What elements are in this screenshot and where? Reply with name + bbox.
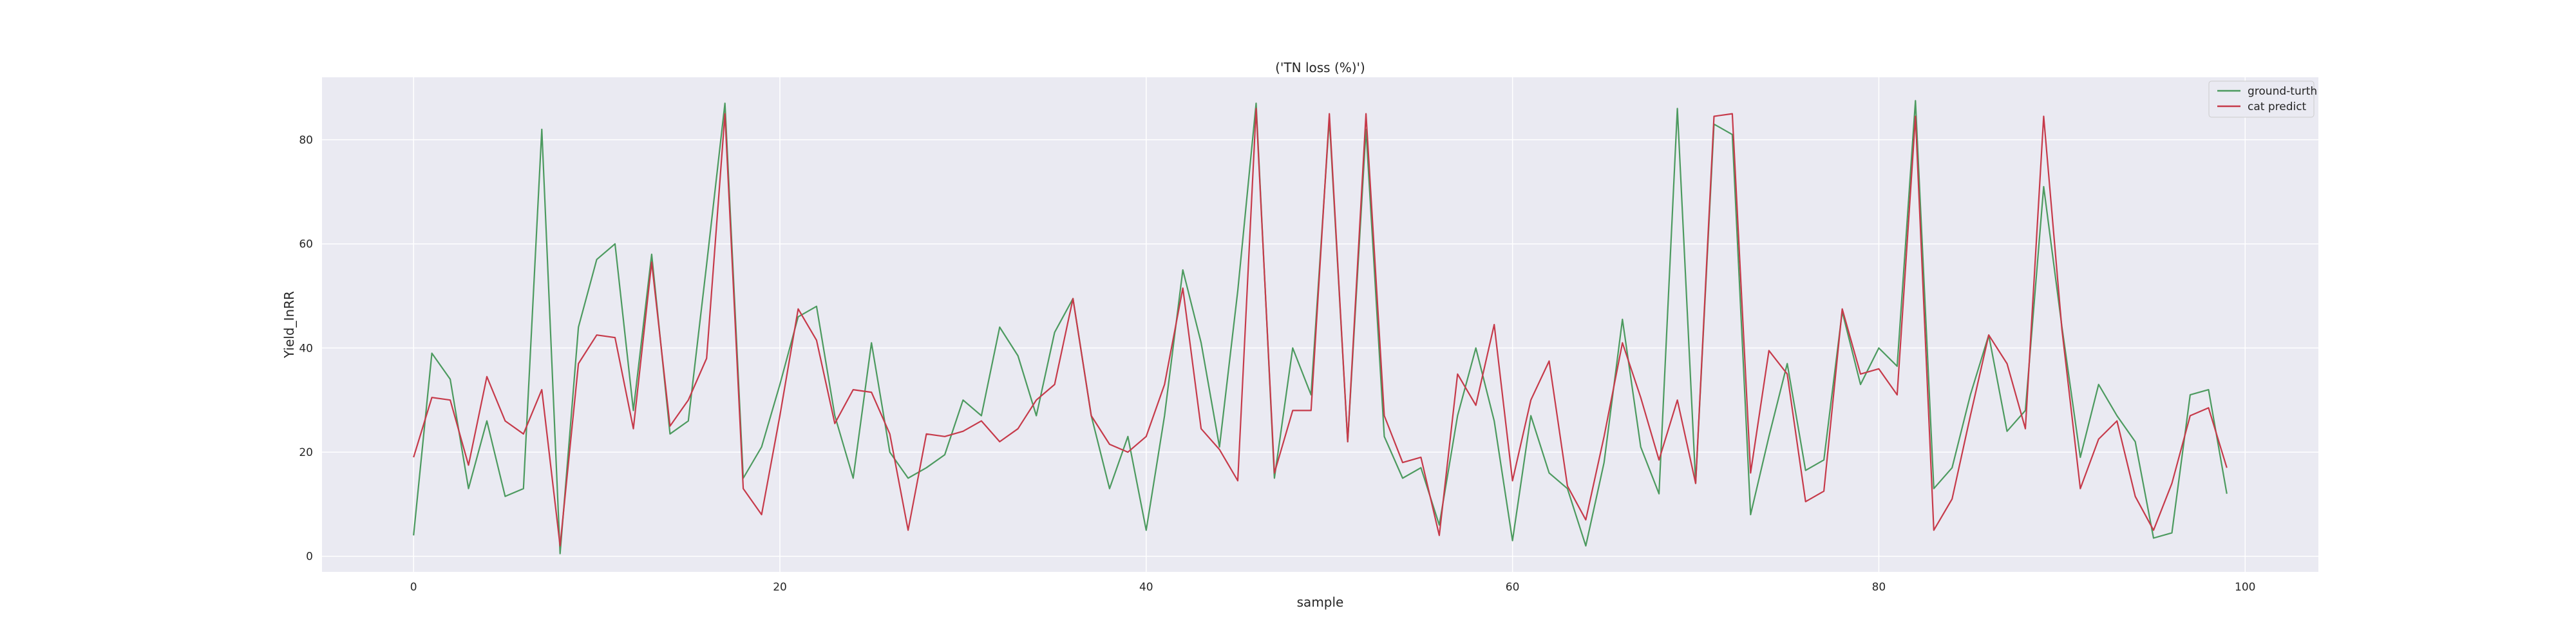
x-tick-label: 80 <box>1872 581 1886 594</box>
y-tick-label: 60 <box>299 238 313 251</box>
legend-label-cat-predict: cat predict <box>2248 100 2307 113</box>
y-tick-label: 40 <box>299 342 313 355</box>
y-tick-label: 20 <box>299 446 313 459</box>
x-tick-label: 60 <box>1506 581 1520 594</box>
plot-area <box>322 77 2318 572</box>
y-tick-label: 80 <box>299 134 313 147</box>
x-tick-label: 20 <box>773 581 787 594</box>
x-tick-label: 0 <box>410 581 417 594</box>
series-lines <box>413 100 2228 554</box>
series-line-cat-predict <box>413 108 2228 547</box>
x-tick-label: 100 <box>2235 581 2255 594</box>
y-tick-label: 0 <box>306 551 313 564</box>
legend-label-ground-turth: ground-turth <box>2248 85 2317 98</box>
x-gridlines <box>413 77 2246 572</box>
x-tick-label: 40 <box>1139 581 1153 594</box>
x-tick-labels: 0 20 40 60 80 100 <box>410 581 2256 594</box>
legend: ground-turth cat predict <box>2208 80 2317 118</box>
chart-title: ('TN loss (%)') <box>1275 60 1365 75</box>
x-axis-title: sample <box>1297 594 1344 610</box>
y-axis-title: Yield_InRR <box>281 291 297 359</box>
y-tick-labels: 0 20 40 60 80 <box>299 134 313 564</box>
